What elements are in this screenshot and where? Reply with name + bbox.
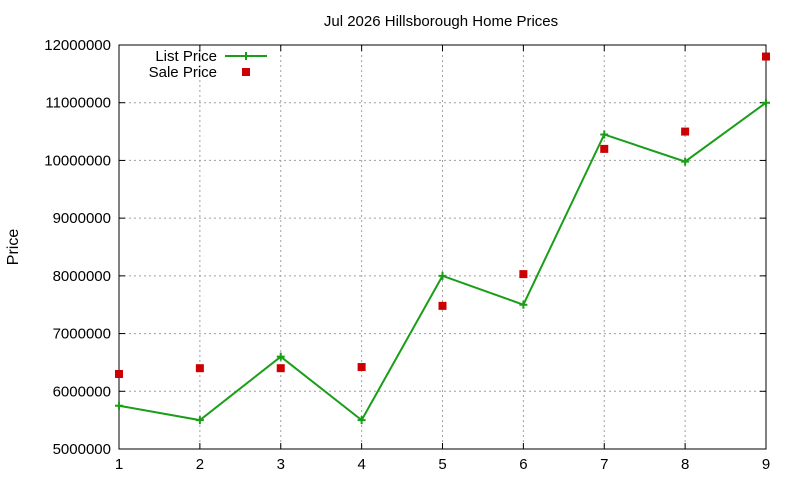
data-point-square: [762, 52, 770, 61]
legend-label: List Price: [155, 48, 217, 65]
data-point-plus: [195, 416, 204, 425]
data-point-plus: [519, 300, 528, 309]
data-point-square: [519, 270, 528, 279]
data-point-square: [681, 127, 690, 136]
y-tick-label: 5000000: [53, 441, 111, 458]
legend-square-marker: [242, 68, 250, 76]
x-tick-label: 7: [600, 456, 608, 473]
y-tick-label: 12000000: [44, 37, 111, 54]
data-point-plus: [600, 130, 609, 139]
data-point-square: [438, 301, 447, 310]
y-axis-title: Price: [5, 229, 22, 266]
data-point-square: [276, 364, 285, 373]
x-tick-label: 8: [681, 456, 689, 473]
x-tick-label: 9: [762, 456, 770, 473]
axes: 5000000 6000000 7000000 8000000 9000000 10000…: [44, 37, 770, 473]
x-tick-label: 3: [277, 456, 285, 473]
data-point-plus: [438, 271, 447, 280]
data-point-square: [600, 144, 609, 153]
data-point-plus: [357, 416, 366, 425]
y-tick-label: 10000000: [44, 152, 111, 169]
legend-label: Sale Price: [149, 64, 217, 81]
data-point-plus: [762, 98, 770, 107]
y-tick-label: 8000000: [53, 268, 111, 285]
y-tick-label: 7000000: [53, 326, 111, 343]
chart-title: Jul 2026 Hillsborough Home Prices: [324, 13, 558, 30]
data-point-square: [115, 369, 123, 378]
data-point-plus: [276, 352, 285, 361]
y-tick-label: 9000000: [53, 210, 111, 227]
x-tick-label: 5: [438, 456, 446, 473]
y-tick-label: 6000000: [53, 383, 111, 400]
series-sale-price: [115, 52, 770, 378]
series-list-price: [115, 98, 770, 425]
data-point-plus: [115, 401, 123, 410]
x-tick-label: 1: [115, 456, 123, 473]
data-point-square: [357, 363, 366, 372]
x-tick-label: 2: [196, 456, 204, 473]
grid: [119, 45, 766, 449]
data-point-square: [195, 364, 204, 373]
y-tick-label: 11000000: [45, 95, 111, 112]
x-tick-label: 4: [357, 456, 365, 473]
plot-border: [118, 44, 767, 450]
legend-plus-marker: [242, 52, 250, 60]
series-layer: [115, 52, 770, 425]
x-tick-label: 6: [519, 456, 527, 473]
data-point-plus: [681, 157, 690, 166]
